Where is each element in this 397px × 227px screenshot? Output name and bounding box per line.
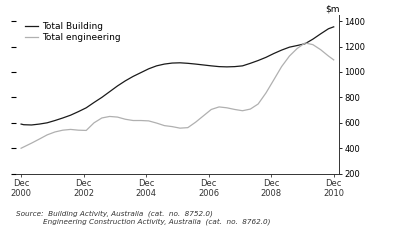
Text: $m: $m [325,4,339,13]
Total Building [29,124,34,126]
Total engineering [303,42,307,44]
Total Building [310,38,315,41]
Total Building [21,123,26,126]
Total engineering [177,127,182,130]
Total Building [177,62,182,64]
Total engineering [29,142,34,145]
Total engineering [60,129,65,131]
Total engineering [225,106,229,109]
Total Building [248,62,253,65]
Total engineering [310,43,315,46]
Total Building [331,25,336,28]
Total engineering [131,119,135,122]
Total engineering [162,124,167,127]
Total engineering [21,146,26,148]
Total Building [123,79,128,82]
Text: Source:  Building Activity, Australia  (cat.  no.  8752.0)
            Engineeri: Source: Building Activity, Australia (ca… [16,210,270,225]
Total engineering [185,126,190,129]
Total engineering [123,118,128,121]
Total engineering [209,108,214,111]
Total Building [162,63,167,65]
Total engineering [295,47,300,50]
Total Building [240,64,245,67]
Total engineering [52,131,57,133]
Total Building [272,52,276,55]
Total Building [100,96,104,99]
Total Building [52,119,57,122]
Total engineering [19,147,23,150]
Total Building [139,71,143,74]
Total engineering [170,125,175,128]
Total engineering [279,65,284,68]
Line: Total engineering: Total engineering [21,43,334,148]
Total Building [326,27,331,30]
Total Building [170,62,175,64]
Total engineering [201,114,206,117]
Total Building [84,106,89,109]
Total Building [217,65,222,68]
Total engineering [232,108,237,111]
Total Building [303,42,307,45]
Total Building [19,123,23,126]
Total engineering [217,106,222,108]
Total engineering [193,121,198,123]
Total Building [45,121,50,124]
Total engineering [256,103,260,105]
Total engineering [76,129,81,131]
Total Building [68,114,73,116]
Total engineering [84,129,89,132]
Total engineering [154,122,159,124]
Total engineering [240,109,245,112]
Total Building [37,123,42,126]
Total engineering [287,55,292,57]
Total engineering [326,55,331,57]
Total engineering [37,138,42,141]
Total Building [107,90,112,93]
Total engineering [68,128,73,131]
Total engineering [264,91,268,94]
Total Building [232,65,237,68]
Total engineering [107,115,112,118]
Total Building [209,64,214,67]
Total Building [318,32,323,35]
Total Building [225,66,229,68]
Total Building [60,117,65,119]
Total engineering [92,121,96,124]
Total Building [287,46,292,49]
Total engineering [45,133,50,136]
Total Building [264,56,268,59]
Total Building [201,64,206,66]
Legend: Total Building, Total engineering: Total Building, Total engineering [24,21,121,42]
Total engineering [318,48,323,51]
Total Building [256,59,260,62]
Total Building [131,75,135,78]
Total Building [295,44,300,47]
Total Building [115,85,120,87]
Total Building [154,64,159,67]
Total engineering [331,59,336,61]
Total Building [185,62,190,65]
Total Building [76,110,81,113]
Total engineering [248,108,253,111]
Total engineering [146,120,151,122]
Total Building [193,63,198,65]
Total engineering [139,119,143,122]
Total engineering [115,116,120,118]
Total engineering [272,79,276,81]
Total Building [146,67,151,70]
Total Building [279,49,284,52]
Line: Total Building: Total Building [21,27,334,125]
Total engineering [100,117,104,119]
Total Building [92,101,96,104]
